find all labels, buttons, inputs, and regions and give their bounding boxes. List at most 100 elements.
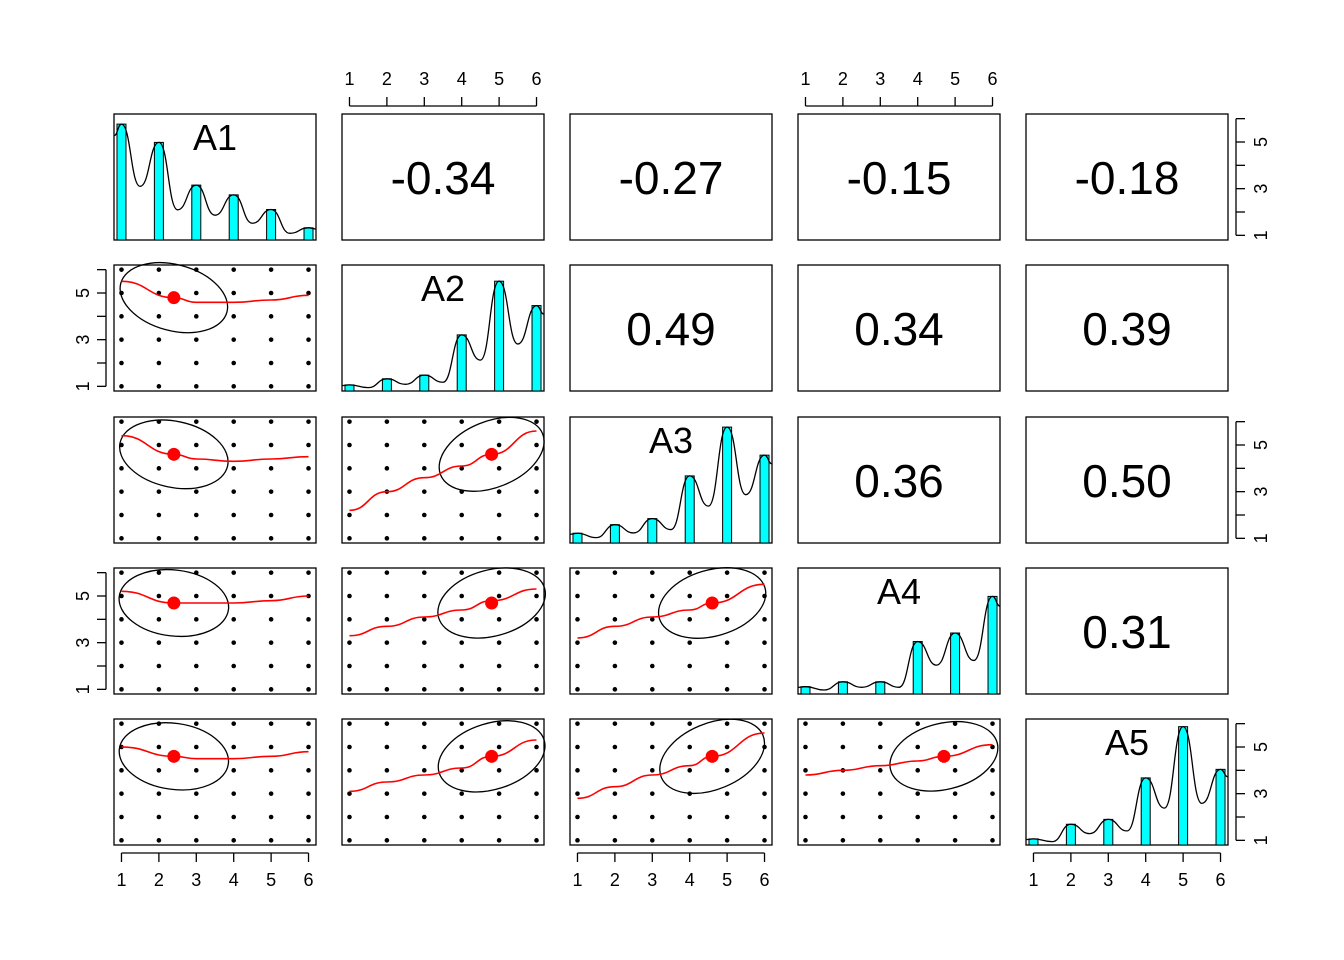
data-point <box>347 721 352 726</box>
data-point <box>384 663 390 669</box>
data-point <box>268 640 274 645</box>
density-curve <box>569 426 773 539</box>
data-point <box>534 768 539 773</box>
data-point <box>384 768 390 773</box>
data-point <box>762 570 767 575</box>
data-point <box>231 360 237 366</box>
data-point <box>268 512 274 518</box>
data-point <box>306 536 311 541</box>
data-point <box>268 442 274 448</box>
data-point <box>156 663 162 669</box>
data-point <box>193 489 199 494</box>
data-point <box>347 442 352 448</box>
panel-frame <box>113 416 317 544</box>
data-point <box>724 640 730 645</box>
histogram-bar <box>1178 726 1189 846</box>
data-point <box>156 593 162 599</box>
data-point <box>193 663 199 669</box>
data-point <box>459 442 465 448</box>
histogram-bar <box>153 141 164 241</box>
correlation-label: 0.36 <box>854 455 944 507</box>
variable-label-A4: A4 <box>877 571 921 612</box>
data-point <box>384 536 390 541</box>
tick-label: 4 <box>229 870 239 890</box>
panel-r3-c3: A4 <box>797 567 1001 695</box>
data-point <box>724 768 730 773</box>
data-point <box>384 838 390 843</box>
data-point <box>193 744 199 750</box>
data-point <box>459 536 465 541</box>
data-point <box>119 721 124 726</box>
data-point <box>156 791 162 796</box>
panel-r1-c1: A2 <box>341 264 545 392</box>
panel-r1-c2: 0.49 <box>569 264 773 392</box>
mean-point <box>167 749 181 763</box>
histogram-bar <box>875 681 886 695</box>
histogram-bar <box>800 686 811 695</box>
data-point <box>534 663 539 669</box>
data-point <box>915 768 921 773</box>
variable-label-A2: A2 <box>421 268 465 309</box>
histogram-bar <box>1065 823 1076 846</box>
data-point <box>306 791 311 796</box>
data-point <box>306 290 311 296</box>
data-point <box>119 640 124 645</box>
data-point <box>119 267 124 272</box>
panel-r1-c3: 0.34 <box>797 264 1001 392</box>
tick-label: 2 <box>382 69 392 89</box>
data-point <box>496 512 502 518</box>
data-point <box>268 593 274 599</box>
density-curve <box>797 595 1001 691</box>
data-point <box>724 721 730 726</box>
data-point <box>840 791 846 796</box>
tick-label: 2 <box>838 69 848 89</box>
data-point <box>421 687 427 692</box>
tick-label: 5 <box>494 69 504 89</box>
data-point <box>268 314 274 319</box>
data-point <box>459 663 465 669</box>
data-point <box>268 489 274 494</box>
data-point <box>156 838 162 843</box>
histogram-bar <box>116 123 127 241</box>
bottom-x-axis-col0: 1 2 3 4 5 6 <box>116 852 314 890</box>
panel-r0-c2: -0.27 <box>569 113 773 241</box>
correlation-label: -0.27 <box>619 152 724 204</box>
data-point <box>384 687 390 692</box>
data-point <box>534 838 539 843</box>
panel-frame <box>797 113 1001 241</box>
data-point <box>193 419 199 424</box>
data-point <box>268 814 274 820</box>
data-point <box>306 466 311 471</box>
histogram-bar <box>912 641 923 695</box>
tick-label: 4 <box>1141 870 1151 890</box>
data-point <box>534 570 539 575</box>
data-point <box>575 570 580 575</box>
data-point <box>306 838 311 843</box>
loess-fit-line <box>121 434 309 463</box>
data-point <box>421 466 427 471</box>
data-point <box>268 536 274 541</box>
data-point <box>612 687 618 692</box>
data-point <box>990 744 995 750</box>
tick-label: 2 <box>154 870 164 890</box>
density-curve <box>1025 726 1229 843</box>
data-point <box>347 744 352 750</box>
data-point <box>877 768 883 773</box>
tick-label: 1 <box>116 870 126 890</box>
data-point <box>306 442 311 448</box>
data-point <box>575 617 580 622</box>
data-point <box>193 768 199 773</box>
data-point <box>306 744 311 750</box>
data-point <box>687 663 693 669</box>
data-point <box>575 838 580 843</box>
data-point <box>156 442 162 448</box>
data-point <box>231 512 237 518</box>
tick-label: 3 <box>875 69 885 89</box>
panel-r0-c4: -0.18 <box>1025 113 1229 241</box>
data-point <box>534 640 539 645</box>
tick-label: 1 <box>572 870 582 890</box>
data-point <box>119 360 124 366</box>
data-point <box>459 570 465 575</box>
data-point <box>496 721 502 726</box>
panel-frame <box>1025 264 1229 392</box>
